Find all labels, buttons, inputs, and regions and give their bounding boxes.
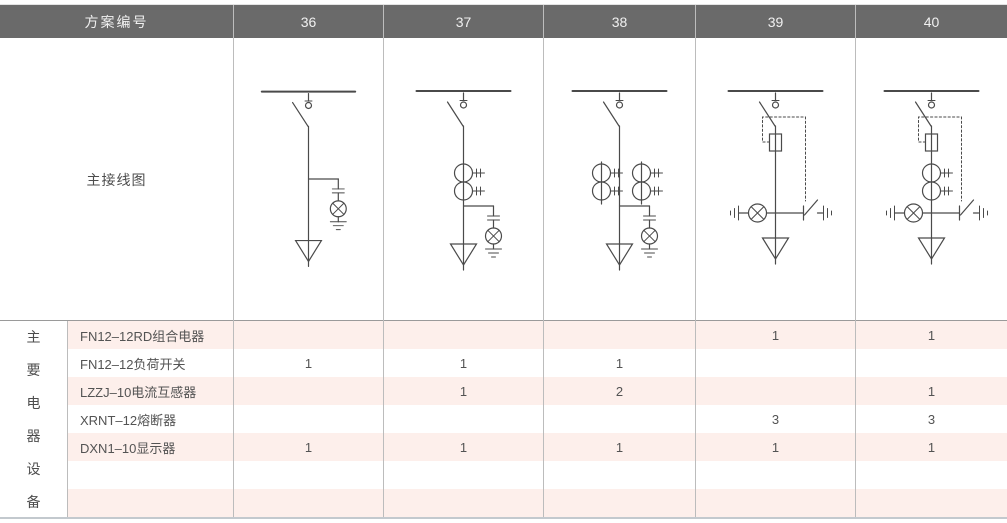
equipment-group-label-char: 主 bbox=[26, 328, 41, 345]
equipment-qty-scheme-39 bbox=[695, 377, 855, 405]
header-scheme-36: 36 bbox=[233, 5, 383, 38]
equipment-qty-scheme-38: 1 bbox=[543, 433, 695, 461]
equipment-qty-scheme-39 bbox=[695, 349, 855, 377]
equipment-qty-scheme-39: 3 bbox=[695, 405, 855, 433]
equipment-group-label-char: 器 bbox=[26, 427, 41, 444]
equipment-qty-scheme-36 bbox=[233, 377, 383, 405]
equipment-qty-scheme-37 bbox=[383, 489, 543, 517]
equipment-qty-scheme-39: 1 bbox=[695, 433, 855, 461]
equipment-name bbox=[67, 461, 233, 489]
equipment-qty-scheme-40 bbox=[855, 489, 1007, 517]
wiring-diagram-40 bbox=[855, 38, 1007, 321]
equipment-qty-scheme-36: 1 bbox=[233, 433, 383, 461]
wiring-diagram-37 bbox=[383, 38, 543, 321]
equipment-qty-scheme-36 bbox=[233, 321, 383, 349]
equipment-qty-scheme-36 bbox=[233, 489, 383, 517]
equipment-qty-scheme-37: 1 bbox=[383, 377, 543, 405]
equipment-qty-scheme-39 bbox=[695, 461, 855, 489]
header-scheme-39: 39 bbox=[695, 5, 855, 38]
equipment-qty-scheme-36 bbox=[233, 405, 383, 433]
scheme-table: 方案编号 36 37 38 39 40 主接线图 主要电器设备 FN12–12RD组合电器… bbox=[0, 4, 1007, 519]
equipment-qty-scheme-40 bbox=[855, 461, 1007, 489]
equipment-qty-scheme-38 bbox=[543, 405, 695, 433]
equipment-name: DXN1–10显示器 bbox=[67, 433, 233, 461]
equipment-qty-scheme-36 bbox=[233, 461, 383, 489]
wiring-diagram-39 bbox=[695, 38, 855, 321]
equipment-group-label-char: 备 bbox=[26, 493, 41, 510]
equipment-qty-scheme-39 bbox=[695, 489, 855, 517]
equipment-name: LZZJ–10电流互感器 bbox=[67, 377, 233, 405]
header-scheme-38: 38 bbox=[543, 5, 695, 38]
equipment-qty-scheme-37 bbox=[383, 405, 543, 433]
wiring-diagram-38 bbox=[543, 38, 695, 321]
equipment-qty-scheme-36: 1 bbox=[233, 349, 383, 377]
equipment-qty-scheme-37: 1 bbox=[383, 349, 543, 377]
equipment-qty-scheme-40: 1 bbox=[855, 377, 1007, 405]
equipment-group-label-char: 要 bbox=[26, 361, 41, 378]
equipment-group-label-char: 电 bbox=[26, 394, 41, 411]
equipment-qty-scheme-38: 1 bbox=[543, 349, 695, 377]
equipment-qty-scheme-38 bbox=[543, 489, 695, 517]
equipment-name bbox=[67, 489, 233, 517]
equipment-qty-scheme-40: 1 bbox=[855, 321, 1007, 349]
equipment-section: 主要电器设备 FN12–12RD组合电器 1 1 FN12–12负荷开关 1 1 1 LZZJ–… bbox=[0, 321, 1007, 519]
equipment-qty-scheme-38 bbox=[543, 321, 695, 349]
header-scheme-label: 方案编号 bbox=[84, 13, 149, 30]
main-diagram-label: 主接线图 bbox=[86, 171, 147, 188]
table-header: 方案编号 36 37 38 39 40 bbox=[0, 5, 1007, 38]
equipment-qty-scheme-37 bbox=[383, 321, 543, 349]
equipment-qty-scheme-40: 3 bbox=[855, 405, 1007, 433]
equipment-name: FN12–12负荷开关 bbox=[67, 349, 233, 377]
equipment-qty-scheme-37: 1 bbox=[383, 433, 543, 461]
equipment-qty-scheme-40 bbox=[855, 349, 1007, 377]
equipment-name: XRNT–12熔断器 bbox=[67, 405, 233, 433]
header-scheme-37: 37 bbox=[383, 5, 543, 38]
equipment-qty-scheme-39: 1 bbox=[695, 321, 855, 349]
equipment-name: FN12–12RD组合电器 bbox=[67, 321, 233, 349]
equipment-group-label: 主要电器设备 bbox=[0, 321, 67, 517]
main-diagram-row: 主接线图 bbox=[0, 38, 1007, 321]
equipment-qty-scheme-40: 1 bbox=[855, 433, 1007, 461]
equipment-qty-scheme-38 bbox=[543, 461, 695, 489]
wiring-diagram-36 bbox=[233, 38, 383, 321]
header-scheme-40: 40 bbox=[855, 5, 1007, 38]
equipment-qty-scheme-38: 2 bbox=[543, 377, 695, 405]
equipment-qty-scheme-37 bbox=[383, 461, 543, 489]
equipment-group-label-char: 设 bbox=[26, 460, 41, 477]
